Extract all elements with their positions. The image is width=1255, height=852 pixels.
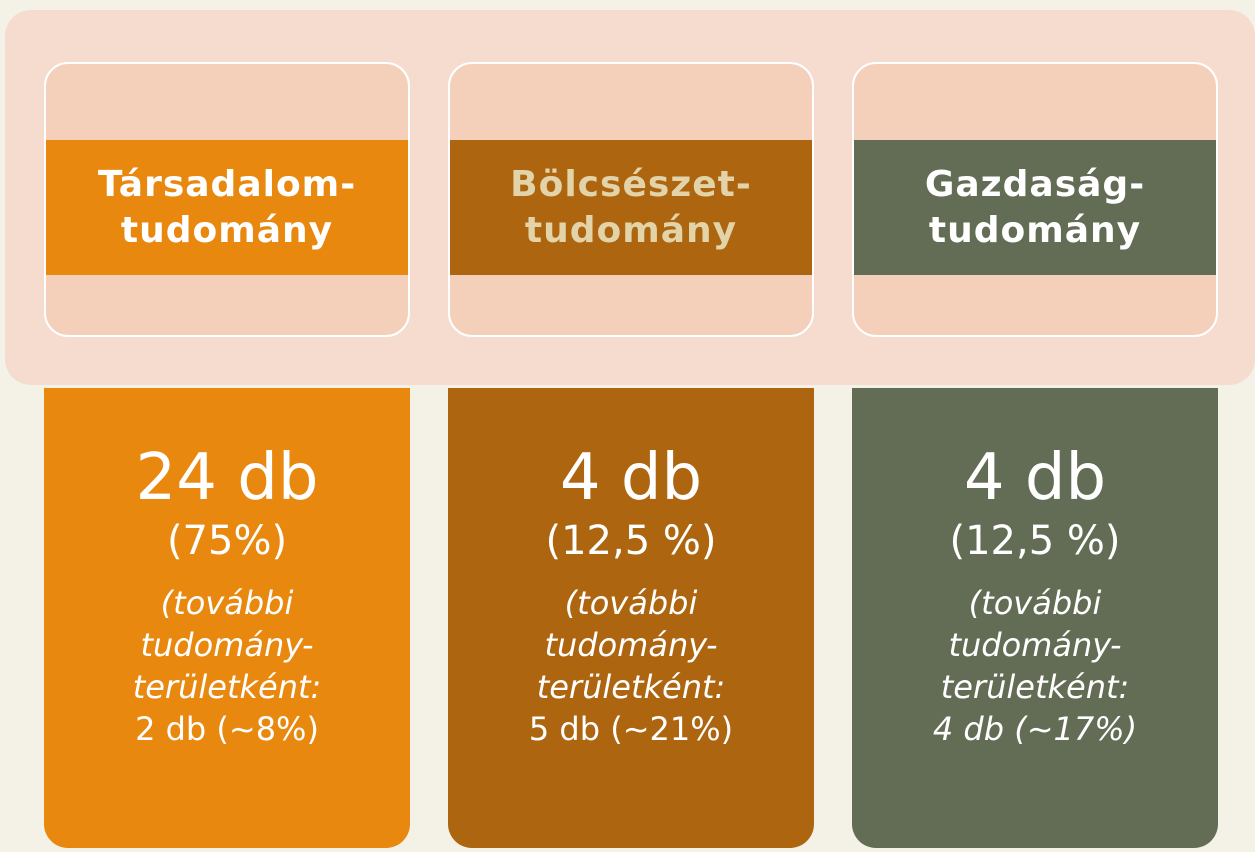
note-line: területként: [940, 668, 1130, 706]
header-band: Gazdaság- tudomány [854, 140, 1216, 275]
note-line: (további [160, 584, 294, 622]
note-line: területként: [536, 668, 726, 706]
body-box: 4 db (12,5 %) (további tudomány- terület… [448, 388, 814, 848]
header-line: tudomány [120, 209, 334, 251]
note-line: 2 db (~8%) [135, 710, 319, 748]
note-line: tudomány- [544, 626, 718, 664]
count: 4 db [963, 441, 1107, 515]
share: (12,5 %) [545, 518, 717, 564]
count: 4 db [559, 441, 703, 515]
note-line: 5 db (~21%) [528, 710, 734, 748]
header-card: Társadalom- tudomány [44, 62, 410, 337]
share: (75%) [166, 518, 288, 564]
note-line: területként: [132, 668, 322, 706]
header-line: Társadalom- [97, 163, 357, 205]
note-line: (további [968, 584, 1102, 622]
header-band: Bölcsészet- tudomány [450, 140, 812, 275]
header-card: Bölcsészet- tudomány [448, 62, 814, 337]
note-line: (további [564, 584, 698, 622]
body-box: 4 db (12,5 %) (további tudomány- terület… [852, 388, 1218, 848]
header-card: Gazdaság- tudomány [852, 62, 1218, 337]
header-line: Bölcsészet- [510, 163, 752, 205]
header-line: tudomány [524, 209, 738, 251]
header-line: Gazdaság- [924, 163, 1146, 205]
header-line: tudomány [928, 209, 1142, 251]
note-line: tudomány- [140, 626, 314, 664]
note-line: tudomány- [948, 626, 1122, 664]
body-box: 24 db (75%) (további tudomány- területké… [44, 388, 410, 848]
note-line: 4 db (~17%) [932, 710, 1138, 748]
count: 24 db [135, 441, 319, 515]
share: (12,5 %) [949, 518, 1121, 564]
header-band: Társadalom- tudomány [46, 140, 408, 275]
